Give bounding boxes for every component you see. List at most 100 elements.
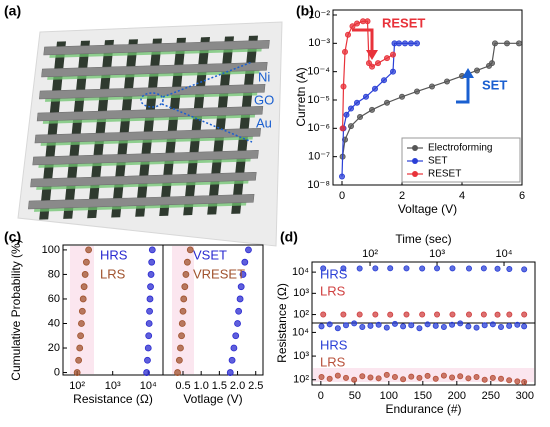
point — [403, 265, 410, 272]
point — [407, 40, 414, 47]
point — [428, 83, 435, 90]
point — [344, 31, 351, 38]
point — [356, 114, 363, 121]
point — [419, 265, 426, 272]
point — [144, 344, 152, 352]
point — [473, 324, 480, 331]
point — [395, 40, 402, 47]
point — [419, 311, 426, 318]
x-tick-label: 100 — [380, 390, 398, 402]
point — [320, 265, 327, 272]
point — [481, 376, 488, 383]
y-tick-label: 10⁻² — [308, 9, 330, 21]
point — [356, 265, 363, 272]
annotation-arrow — [456, 76, 470, 104]
point — [226, 369, 234, 376]
point — [443, 78, 450, 85]
point — [234, 320, 241, 327]
legend-label: Electroforming — [428, 143, 492, 154]
point — [78, 320, 85, 327]
legend-label: SET — [428, 156, 447, 167]
point — [434, 265, 441, 272]
point — [449, 265, 456, 272]
legend-label: RESET — [428, 169, 461, 180]
x-tick-label: 10² — [362, 248, 378, 260]
x-axis-label: Endurance (#) — [385, 402, 461, 416]
legend-swatch — [412, 158, 418, 164]
point — [359, 323, 366, 330]
point — [449, 311, 456, 318]
plot-frame — [332, 9, 523, 186]
point — [180, 295, 188, 303]
device-illustration — [17, 21, 283, 247]
point — [489, 321, 496, 328]
series — [320, 311, 528, 318]
point — [245, 246, 252, 254]
y-tick-label: 10⁴ — [292, 326, 309, 338]
point — [364, 18, 371, 25]
point — [473, 67, 480, 74]
point — [73, 369, 81, 376]
point — [480, 265, 487, 272]
point — [368, 63, 375, 70]
point — [400, 323, 407, 330]
panel-label: (d) — [280, 229, 298, 245]
point — [340, 83, 347, 90]
y-tick-label: 10² — [293, 374, 309, 386]
point — [78, 307, 86, 315]
point — [465, 323, 472, 330]
point — [81, 271, 89, 278]
point — [368, 106, 375, 113]
point — [432, 375, 439, 382]
point — [498, 375, 505, 382]
point — [146, 295, 154, 303]
annotation-arrow — [462, 68, 474, 78]
point — [375, 321, 382, 328]
point — [389, 68, 396, 75]
series — [320, 265, 528, 273]
point — [342, 322, 349, 329]
point — [232, 332, 240, 340]
point — [347, 105, 354, 112]
y-tick-label: 80 — [48, 268, 60, 280]
point — [181, 283, 189, 291]
point — [424, 372, 431, 379]
point — [147, 271, 155, 278]
x-axis-label: Voltage (V) — [398, 202, 457, 216]
legend-swatch — [412, 145, 418, 151]
y-tick-label: 10⁴ — [292, 266, 309, 278]
point — [148, 246, 156, 254]
point — [440, 323, 447, 330]
series — [318, 371, 528, 386]
panel-label: (c) — [4, 229, 21, 245]
y-tick-label: 10⁻⁶ — [307, 122, 330, 134]
x-tick-label: 1.5 — [212, 380, 227, 392]
y-tick-label: 10² — [293, 308, 309, 320]
point — [85, 246, 93, 254]
layer-label: GO — [254, 92, 274, 107]
y-axis-label: Cumulative Probability (%) — [9, 239, 23, 380]
point — [235, 307, 243, 315]
point — [356, 311, 363, 318]
annotation: RESET — [382, 15, 425, 30]
point — [183, 258, 191, 266]
series — [226, 246, 252, 376]
point — [237, 283, 245, 291]
point — [514, 378, 521, 385]
x-tick-label: 0 — [339, 190, 345, 202]
point — [326, 375, 333, 382]
series — [174, 246, 194, 376]
point — [80, 283, 88, 291]
point — [494, 311, 501, 318]
crossbar — [28, 35, 270, 220]
point — [516, 40, 523, 47]
point — [236, 295, 244, 303]
point — [465, 375, 472, 382]
point — [186, 246, 194, 254]
point — [383, 324, 390, 331]
point — [514, 321, 521, 328]
point — [403, 311, 410, 318]
x-tick-label: 50 — [349, 390, 361, 402]
point — [239, 271, 247, 278]
x-axis-label: Votlage (V) — [183, 392, 242, 406]
